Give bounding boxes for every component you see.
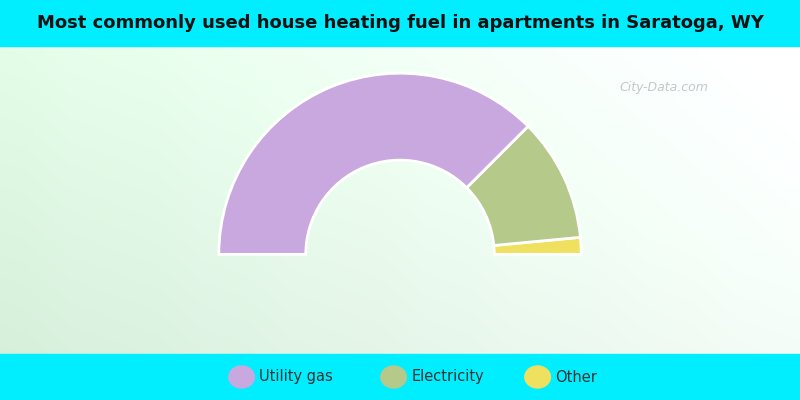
Wedge shape xyxy=(494,237,581,254)
Bar xyxy=(0,0,800,46)
Wedge shape xyxy=(219,73,528,254)
Bar xyxy=(0,354,800,400)
Text: City-Data.com: City-Data.com xyxy=(619,82,709,94)
Ellipse shape xyxy=(525,366,550,388)
Ellipse shape xyxy=(229,366,254,388)
Text: Electricity: Electricity xyxy=(411,370,484,384)
Text: Other: Other xyxy=(555,370,597,384)
Ellipse shape xyxy=(381,366,406,388)
Text: Most commonly used house heating fuel in apartments in Saratoga, WY: Most commonly used house heating fuel in… xyxy=(37,14,763,32)
Text: Utility gas: Utility gas xyxy=(259,370,333,384)
Wedge shape xyxy=(466,126,580,246)
